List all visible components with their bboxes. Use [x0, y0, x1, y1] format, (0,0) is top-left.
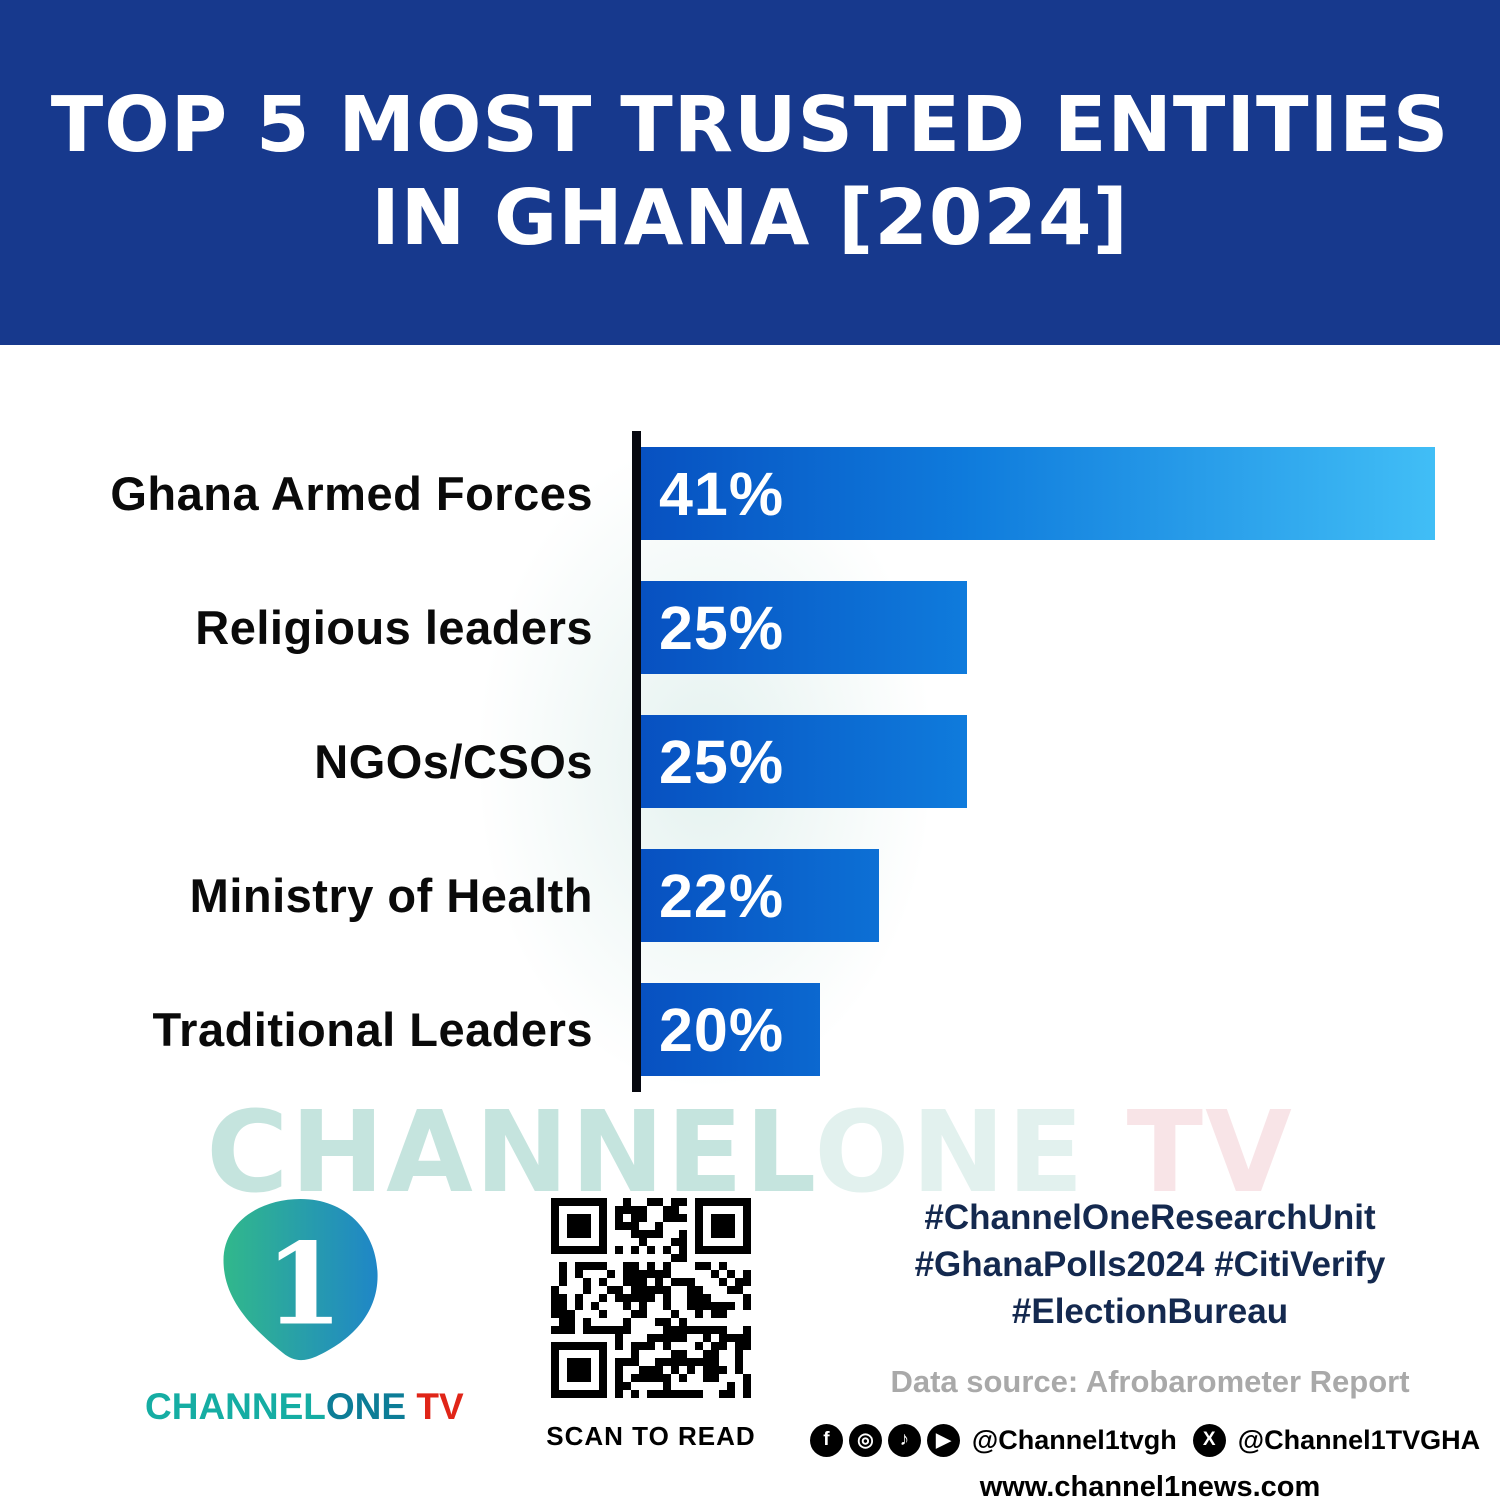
bar: 25%: [635, 715, 967, 808]
category-label: Ghana Armed Forces: [110, 467, 593, 520]
value-label: 25%: [659, 727, 785, 796]
tiktok-icon[interactable]: ♪: [887, 1423, 921, 1457]
chart-row: NGOs/CSOs 25%: [0, 715, 1500, 808]
bar-area: 41%: [593, 447, 1500, 540]
qr-code: [551, 1198, 751, 1398]
page-title-line-2: IN GHANA [2024]: [371, 173, 1129, 263]
x-icon[interactable]: X: [1192, 1423, 1226, 1457]
chart-row: Ghana Armed Forces 41%: [0, 447, 1500, 540]
hashtags-line-3: #ElectionBureau: [1011, 1291, 1289, 1331]
qr-caption: SCAN TO READ: [546, 1421, 756, 1451]
social-handle-2[interactable]: @Channel1TVGHA: [1237, 1424, 1481, 1455]
instagram-icon[interactable]: ◎: [848, 1423, 882, 1457]
value-label: 25%: [659, 593, 785, 662]
category-label: NGOs/CSOs: [314, 735, 593, 788]
watermark-tv: TV: [1085, 1088, 1294, 1218]
bar-area: 25%: [593, 581, 1500, 674]
data-source: Data source: Afrobarometer Report: [890, 1363, 1410, 1399]
bar: 20%: [635, 983, 820, 1076]
bar-area: 20%: [593, 983, 1500, 1076]
chart-rows: Ghana Armed Forces 41% Religious leaders 25…: [0, 447, 1500, 1076]
channel-one-logo: 1: [223, 1199, 378, 1361]
qr-block: SCAN TO READ: [545, 1198, 757, 1452]
channel-one-logo-block: 1 CHANNELONE TV: [145, 1192, 464, 1428]
bar: 41%: [635, 447, 1435, 540]
bar: 25%: [635, 581, 967, 674]
logo-digit: 1: [265, 1219, 343, 1350]
bar-chart: Ghana Armed Forces 41% Religious leaders 25…: [0, 431, 1500, 1092]
youtube-icon[interactable]: ▶: [926, 1423, 960, 1457]
page-title-line-1: TOP 5 MOST TRUSTED ENTITIES: [50, 81, 1450, 171]
website-url[interactable]: www.channel1news.com: [979, 1470, 1321, 1500]
brand-one: ONE: [325, 1386, 407, 1427]
category-label: Religious leaders: [195, 601, 593, 654]
watermark-channel: CHANNEL: [206, 1088, 815, 1218]
social-handle-1[interactable]: @Channel1tvgh: [971, 1424, 1177, 1455]
bar-area: 25%: [593, 715, 1500, 808]
social-row: f ◎ ♪ ▶ @Channel1tvgh X @Channel1TVGHA: [809, 1423, 1480, 1457]
facebook-icon[interactable]: f: [809, 1423, 843, 1457]
footer-info-block: #ChannelOneResearchUnit #GhanaPolls2024 …: [809, 1195, 1480, 1500]
header-banner: TOP 5 MOST TRUSTED ENTITIES IN GHANA [20…: [0, 0, 1500, 345]
value-label: 41%: [659, 459, 785, 528]
chart-row: Traditional Leaders 20%: [0, 983, 1500, 1076]
watermark-text: CHANNELONE TV: [0, 1088, 1500, 1218]
value-label: 22%: [659, 861, 785, 930]
hashtags-line-1: #ChannelOneResearchUnit: [924, 1198, 1376, 1237]
bar: 22%: [635, 849, 879, 942]
chart-row: Religious leaders 25%: [0, 581, 1500, 674]
hashtags-line-2: #GhanaPolls2024 #CitiVerify: [914, 1244, 1386, 1284]
value-label: 20%: [659, 995, 785, 1064]
category-label: Traditional Leaders: [152, 1003, 593, 1056]
bar-area: 22%: [593, 849, 1500, 942]
axis-line: [632, 431, 641, 1092]
chart-row: Ministry of Health 22%: [0, 849, 1500, 942]
brand-channel: CHANNEL: [145, 1386, 326, 1427]
category-label: Ministry of Health: [189, 869, 593, 922]
brand-tv: TV: [406, 1386, 464, 1427]
brand-wordmark: CHANNELONE TV: [145, 1386, 464, 1428]
watermark-one: ONE: [814, 1088, 1086, 1218]
